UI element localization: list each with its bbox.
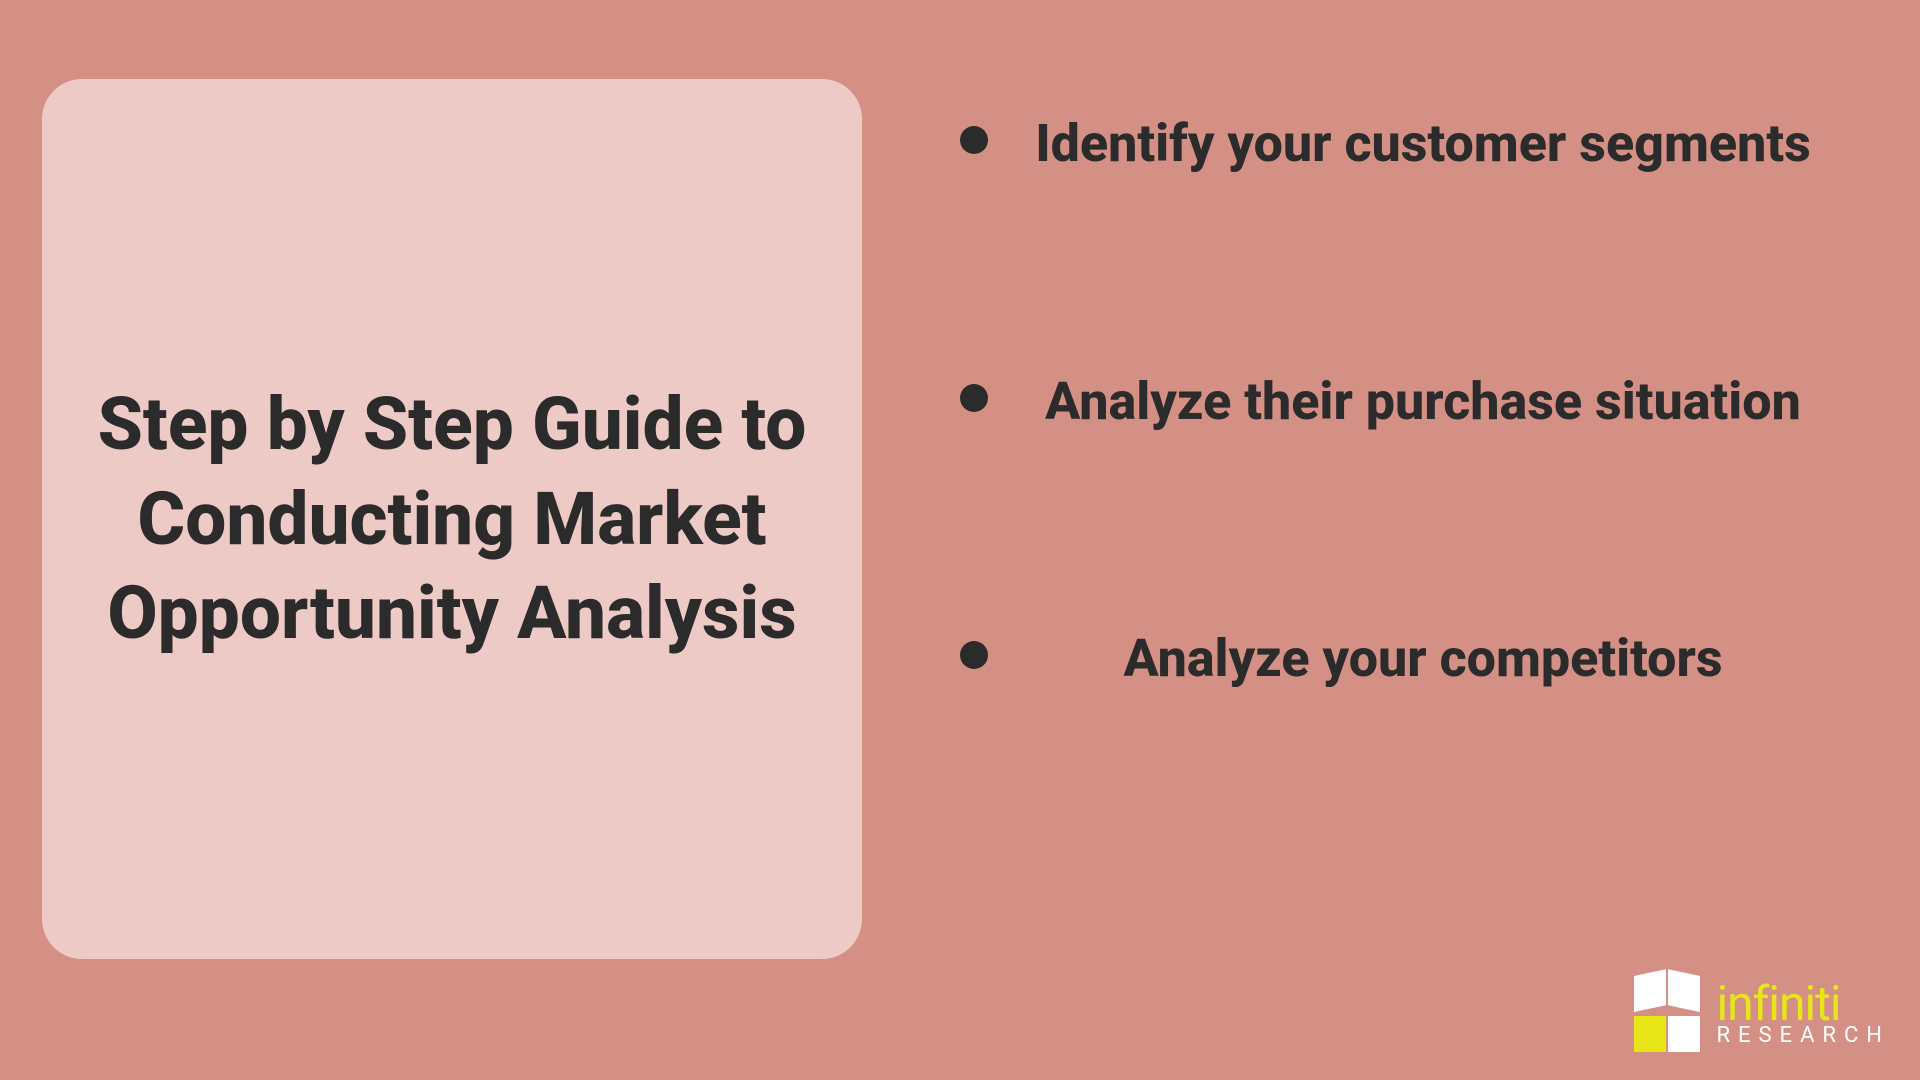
bullet-icon [960,384,988,412]
bullet-list: Identify your customer segments Analyze … [960,110,1820,693]
bullet-icon [960,641,988,669]
brand-logo: infiniti RESEARCH [1634,976,1890,1052]
bullet-label: Identify your customer segments [1026,110,1820,178]
bullet-label: Analyze their purchase situation [1026,368,1820,436]
logo-subtitle: RESEARCH [1716,1026,1890,1047]
bullet-label: Analyze your competitors [1026,625,1820,693]
list-item: Analyze your competitors [960,625,1820,693]
main-title: Step by Step Guide to Conducting Market … [92,377,812,662]
bullet-icon [960,126,988,154]
list-item: Analyze their purchase situation [960,368,1820,436]
title-panel: Step by Step Guide to Conducting Market … [42,79,862,959]
logo-mark-icon [1634,976,1702,1052]
list-item: Identify your customer segments [960,110,1820,178]
logo-name: infiniti [1716,981,1890,1027]
logo-text: infiniti RESEARCH [1716,981,1890,1047]
